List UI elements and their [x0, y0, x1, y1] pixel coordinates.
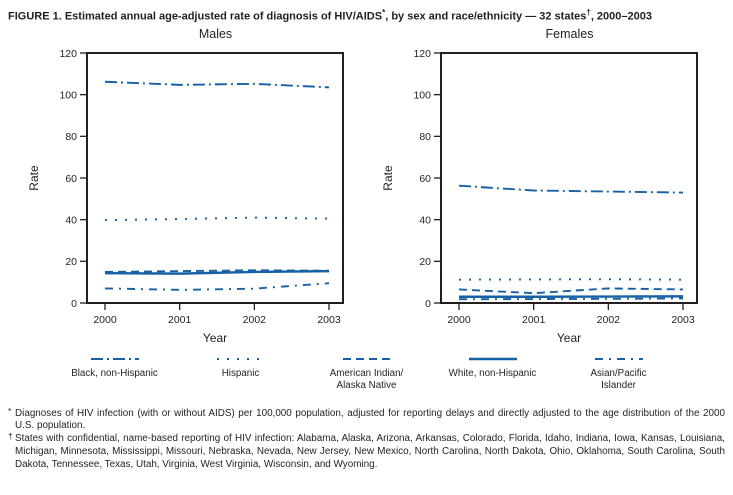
figure-title-text: , by sex and race/ethnicity — 32 states [385, 10, 587, 23]
legend-label: Asian/Pacific Islander [590, 368, 647, 391]
x-tick-label: 2002 [242, 314, 266, 326]
x-tick-label: 2001 [167, 314, 191, 326]
series-line [104, 282, 329, 292]
footnote-asterisk: * Diagnoses of HIV infection (with or wit… [8, 405, 725, 434]
males-chart-panel: Males 0 20 40 60 80 100 120 2000 2001 2002 2003 Rat… [25, 27, 355, 345]
x-axis-label: Year [556, 331, 580, 345]
legend-item-american-indian-alaska-native: American Indian/ Alaska Native [304, 355, 430, 391]
legend-line-sample-icon [467, 355, 519, 363]
chart-legend: Black, non-Hispanic Hispanic American In… [6, 355, 727, 391]
x-tick-label: 2003 [317, 314, 341, 326]
footnote-dagger: † States with confidential, name-based re… [8, 431, 725, 471]
chart-plot-area: 0 20 40 60 80 100 120 2000 2001 2002 2003 Rate Year [27, 48, 344, 345]
footnote-marker: * [8, 405, 12, 416]
legend-label: American Indian/ Alaska Native [329, 368, 404, 391]
figure-title-text: , 2000–2003 [590, 10, 652, 23]
y-tick-label: 20 [419, 257, 431, 269]
legend-label: White, non-Hispanic [448, 368, 537, 380]
footnote-marker-asterisk: * [382, 8, 386, 17]
y-axis-label: Rate [381, 165, 395, 191]
footnote-text: States with confidential, name-based rep… [15, 433, 725, 470]
series-line [104, 217, 329, 222]
x-tick-label: 2001 [521, 314, 545, 326]
y-tick-label: 120 [413, 48, 431, 60]
males-chart: 0 20 40 60 80 100 120 2000 2001 2002 2003 Rate Year [25, 41, 355, 345]
footnote-marker: † [8, 431, 13, 442]
legend-line-sample-icon [593, 355, 645, 363]
chart-plot-area: 0 20 40 60 80 100 120 2000 2001 2002 2003 Rate Year [381, 48, 698, 345]
x-tick-label: 2000 [93, 314, 117, 326]
y-tick-label: 40 [65, 215, 77, 227]
legend-line-sample-icon [215, 355, 267, 363]
y-tick-label: 0 [425, 298, 431, 310]
footnote-marker-dagger: † [586, 8, 591, 17]
x-tick-label: 2002 [596, 314, 620, 326]
figure-title-text: FIGURE 1. Estimated annual age-adjusted … [8, 10, 383, 23]
legend-item-black-non-hispanic: Black, non-Hispanic [52, 355, 178, 391]
series-line [458, 297, 683, 301]
legend-line-sample-icon [341, 355, 393, 363]
y-tick-label: 120 [59, 48, 77, 60]
y-tick-label: 80 [65, 132, 77, 144]
y-tick-label: 80 [419, 132, 431, 144]
series-line [104, 81, 329, 89]
figure-title: FIGURE 1. Estimated annual age-adjusted … [6, 6, 727, 24]
x-tick-label: 2003 [671, 314, 695, 326]
charts-row: Males 0 20 40 60 80 100 120 2000 2001 2002 2003 Rat… [6, 27, 727, 345]
series-line [458, 185, 683, 194]
females-chart-title: Females [545, 27, 594, 42]
legend-line-sample-icon [89, 355, 141, 363]
footnote-text: Diagnoses of HIV infection (with or with… [15, 407, 725, 432]
footnotes: * Diagnoses of HIV infection (with or wit… [8, 405, 725, 472]
series-line [104, 270, 329, 276]
legend-item-hispanic: Hispanic [178, 355, 304, 391]
males-chart-title: Males [198, 27, 233, 42]
y-tick-label: 40 [419, 215, 431, 227]
legend-item-white-non-hispanic: White, non-Hispanic [430, 355, 556, 391]
females-chart-panel: Females 0 20 40 60 80 100 120 2000 2001 2002 2003 R… [379, 27, 709, 345]
legend-label: Black, non-Hispanic [71, 368, 158, 380]
y-tick-label: 20 [65, 257, 77, 269]
y-tick-label: 100 [59, 90, 77, 102]
x-axis-label: Year [202, 331, 226, 345]
y-tick-label: 60 [65, 173, 77, 185]
x-tick-label: 2000 [447, 314, 471, 326]
legend-item-asian-pacific-islander: Asian/Pacific Islander [556, 355, 682, 391]
series-line [458, 287, 683, 295]
y-tick-label: 100 [413, 90, 431, 102]
y-axis-label: Rate [27, 165, 41, 191]
females-chart: 0 20 40 60 80 100 120 2000 2001 2002 2003 Rate Year [379, 41, 709, 345]
y-tick-label: 0 [71, 298, 77, 310]
legend-label: Hispanic [221, 368, 260, 380]
y-tick-label: 60 [419, 173, 431, 185]
